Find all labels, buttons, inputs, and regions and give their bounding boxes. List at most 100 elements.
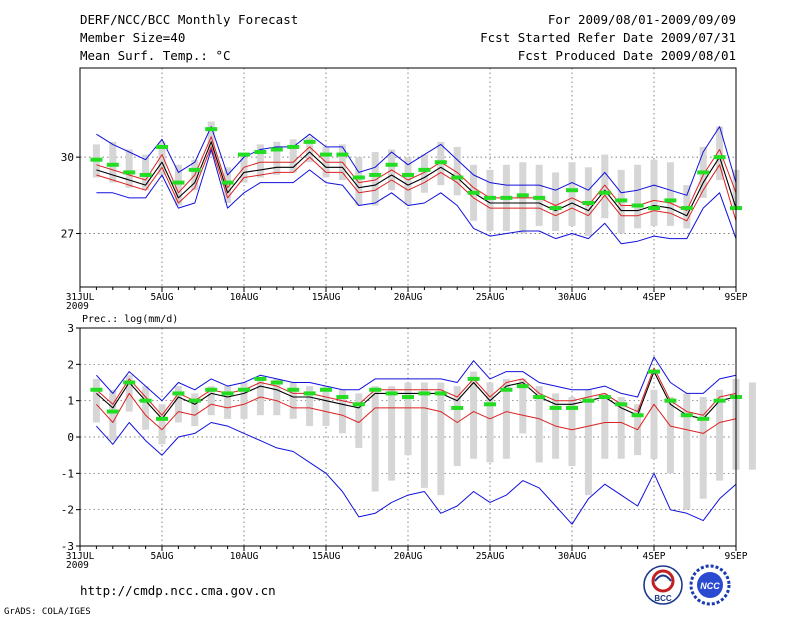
precip-spread-bar bbox=[174, 386, 182, 423]
temp-observation-marker bbox=[385, 162, 398, 167]
precip-observation-marker bbox=[697, 416, 710, 421]
precip-spread-bar bbox=[453, 386, 461, 467]
precip-spread-bar bbox=[617, 397, 625, 459]
temp-observation-marker bbox=[418, 167, 431, 172]
precip-spread-bar bbox=[338, 389, 346, 434]
temp-spread-bar bbox=[601, 154, 609, 219]
temp-xtick-label: 15AUG bbox=[312, 292, 341, 303]
precip-spread-bar bbox=[568, 397, 576, 467]
temp-observation-marker bbox=[106, 162, 119, 167]
temp-observation-marker bbox=[516, 193, 529, 198]
precip-observation-marker bbox=[172, 391, 185, 396]
temp-upper_red-line bbox=[96, 136, 737, 212]
precip-observation-marker bbox=[615, 402, 628, 407]
temp-observation-marker bbox=[188, 167, 201, 172]
temp-spread-bar bbox=[273, 141, 281, 175]
temp-spread-bar bbox=[142, 154, 150, 191]
temp-spread-bar bbox=[371, 152, 379, 206]
precip-observation-marker bbox=[516, 384, 529, 389]
temp-observation-marker bbox=[484, 195, 496, 200]
temp-max_blue-line bbox=[96, 126, 737, 196]
temp-observation-marker bbox=[270, 147, 283, 152]
variable-label: Mean Surf. Temp.: °C bbox=[80, 48, 231, 63]
temp-observation-marker bbox=[566, 188, 578, 193]
temp-observation-marker bbox=[320, 152, 332, 157]
temp-observation-marker bbox=[582, 200, 595, 205]
precip-ytick-label: 2 bbox=[67, 358, 74, 371]
precip-spread-bar bbox=[486, 382, 494, 463]
precip-observation-marker bbox=[533, 395, 546, 400]
precip-observation-marker bbox=[254, 376, 267, 381]
precip-observation-marker bbox=[287, 387, 300, 392]
temp-observation-marker bbox=[254, 150, 267, 155]
source-url[interactable]: http://cmdp.ncc.cma.gov.cn bbox=[80, 583, 276, 598]
temp-spread-bar bbox=[125, 149, 133, 188]
precip-ytick-label: 1 bbox=[67, 395, 74, 408]
precip-spread-bar bbox=[109, 389, 117, 441]
temp-observation-marker bbox=[238, 152, 250, 157]
forecast-period: For 2009/08/01-2009/09/09 bbox=[548, 12, 736, 27]
precip-spread-bar bbox=[470, 371, 478, 459]
precip-spread-bar bbox=[191, 393, 199, 427]
precip-spread-bar bbox=[420, 382, 428, 488]
precip-observation-marker bbox=[713, 398, 726, 403]
precip-observation-marker bbox=[106, 409, 119, 414]
precip-spread-bar bbox=[273, 378, 281, 416]
temp-spread-bar bbox=[404, 157, 412, 206]
temp-min_blue-line bbox=[96, 149, 737, 245]
precip-spread-bar bbox=[224, 386, 232, 419]
precip-xtick-label: 15AUG bbox=[312, 551, 341, 562]
precip-observation-marker bbox=[582, 398, 595, 403]
temp-ensemble_mean-line bbox=[96, 141, 737, 217]
temp-observation-marker bbox=[598, 190, 611, 195]
temp-observation-marker bbox=[451, 175, 464, 180]
precip-spread-bar bbox=[355, 393, 363, 448]
precip-spread-bar bbox=[683, 393, 691, 510]
precip-spread-bar bbox=[92, 378, 100, 423]
precip-spread-bar bbox=[437, 382, 445, 496]
temp-observation-marker bbox=[156, 144, 168, 149]
precip-observation-marker bbox=[680, 413, 693, 418]
temp-spread-bar bbox=[666, 162, 674, 226]
precip-ytick-label: 0 bbox=[67, 431, 74, 444]
temp-observation-marker bbox=[500, 195, 513, 200]
temp-observation-marker bbox=[697, 170, 710, 175]
temp-spread-bar bbox=[420, 154, 428, 193]
precip-spread-bar bbox=[699, 397, 707, 499]
precip-spread-bar bbox=[142, 386, 150, 430]
precip-ytick-label: -1 bbox=[61, 467, 74, 480]
precip-panel-title: Prec.: log(mm/d) bbox=[82, 314, 178, 325]
precip-observation-marker bbox=[90, 387, 103, 392]
temp-spread-bar bbox=[486, 169, 494, 231]
precip-observation-marker bbox=[418, 391, 431, 396]
temp-xtick-label: 30AUG bbox=[558, 292, 587, 303]
precip-lower_red-line bbox=[96, 392, 737, 434]
precip-xtick-label: 20AUG bbox=[394, 551, 423, 562]
precip-observation-marker bbox=[484, 402, 496, 407]
precip-year-label: 2009 bbox=[66, 560, 89, 571]
temp-observation-marker bbox=[402, 172, 414, 177]
temp-observation-marker bbox=[221, 180, 234, 185]
temp-observation-marker bbox=[713, 155, 726, 160]
temp-spread-bar bbox=[240, 154, 248, 183]
precip-observation-marker bbox=[631, 413, 644, 418]
precip-spread-bar bbox=[289, 382, 297, 419]
temp-year-label: 2009 bbox=[66, 301, 89, 312]
temp-xtick-label: 9SEP bbox=[725, 292, 748, 303]
precip-observation-marker bbox=[205, 387, 218, 392]
temp-observation-marker bbox=[664, 198, 677, 203]
ncc-logo-text: NCC bbox=[700, 581, 720, 591]
temp-ytick-label: 30 bbox=[61, 151, 74, 164]
precip-observation-marker bbox=[303, 391, 316, 396]
temp-observation-marker bbox=[533, 195, 546, 200]
precip-observation-marker bbox=[549, 405, 562, 410]
temp-observation-marker bbox=[352, 175, 365, 180]
precip-upper_red-line bbox=[96, 367, 737, 416]
precip-observation-marker bbox=[664, 398, 677, 403]
precip-spread-bar bbox=[601, 393, 609, 459]
precip-spread-bar bbox=[666, 397, 674, 474]
precip-observation-marker bbox=[385, 391, 398, 396]
precip-spread-bar bbox=[306, 386, 314, 427]
temp-observation-marker bbox=[631, 203, 644, 208]
